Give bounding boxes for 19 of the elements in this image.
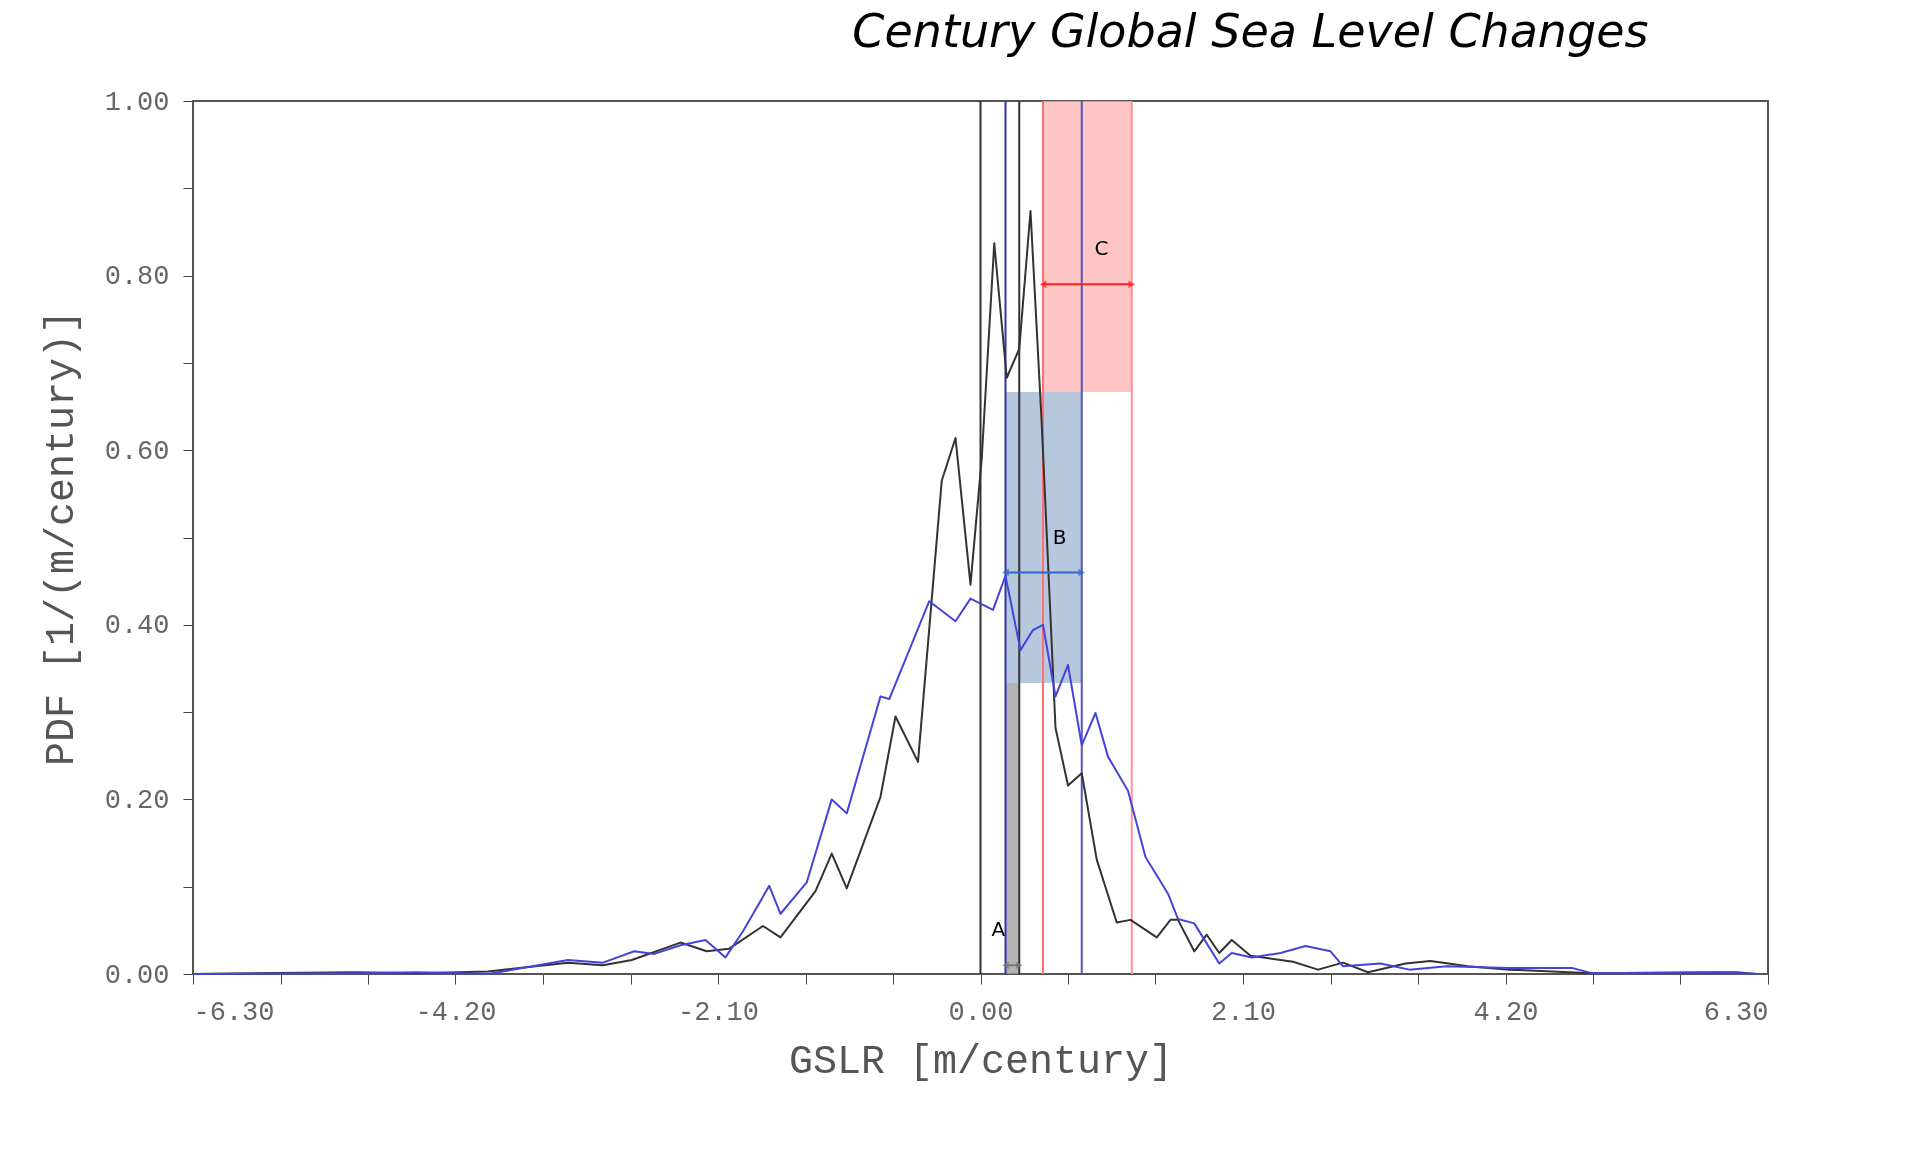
x-tick-label: -6.30 <box>193 997 275 1028</box>
y-tick-label: 0.80 <box>104 262 170 293</box>
x-tick-label: 2.10 <box>1211 997 1276 1028</box>
x-tick-label: 0.00 <box>948 997 1014 1028</box>
x-tick-label: 6.30 <box>1703 997 1769 1028</box>
y-tick-label: 0.20 <box>104 785 170 816</box>
y-axis-title: PDF [1/(m/century)] <box>39 309 85 767</box>
y-tick-label: 0.60 <box>104 436 170 467</box>
annotation: C <box>1094 236 1109 261</box>
y-tick-label: 0.40 <box>104 611 170 642</box>
y-tick-label: 0.00 <box>104 960 170 991</box>
annotation: B <box>1052 524 1067 549</box>
annotation: A <box>991 917 1006 942</box>
x-tick-label: 4.20 <box>1473 997 1539 1028</box>
chart-title: Century Global Sea Level Changes <box>852 4 1649 58</box>
x-tick-label: -2.10 <box>677 997 760 1028</box>
x-axis-title: GSLR [m/century] <box>788 1039 1174 1085</box>
y-tick-label: 1.00 <box>104 87 170 118</box>
x-tick-label: -4.20 <box>415 997 497 1028</box>
